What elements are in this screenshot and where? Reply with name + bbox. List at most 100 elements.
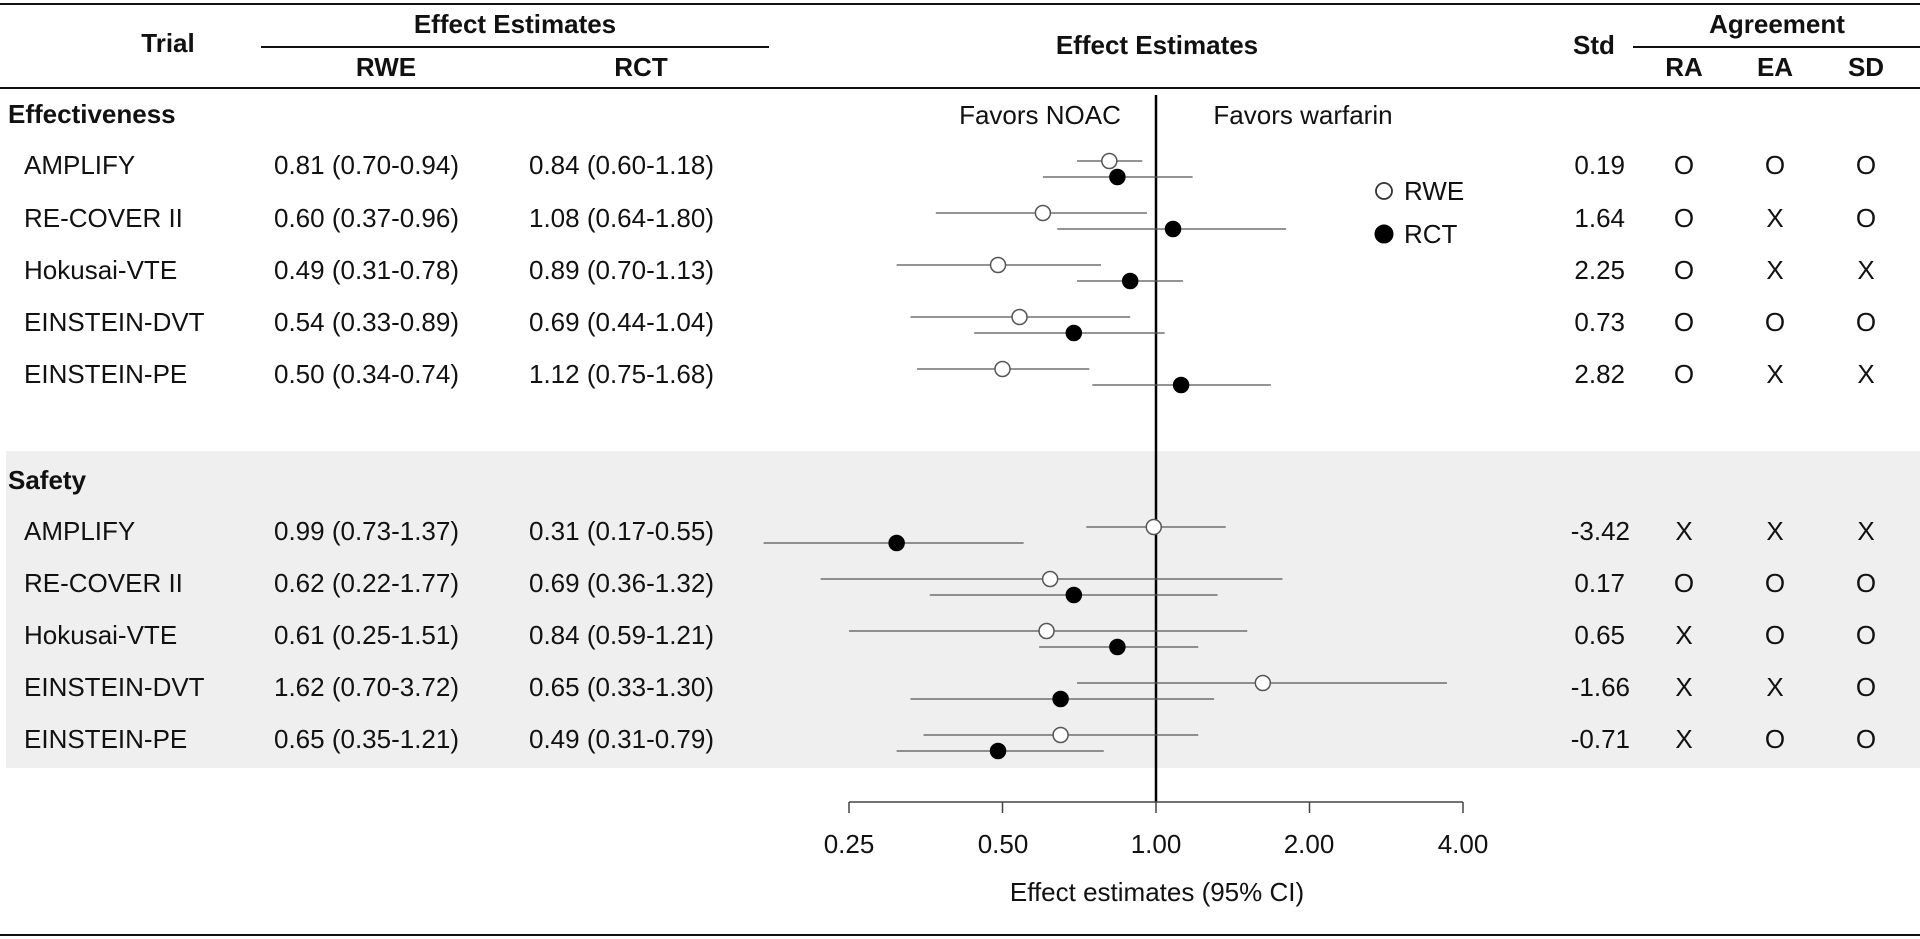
row-rwe: 0.99 (0.73-1.37) — [274, 516, 460, 546]
row-ra: O — [1673, 307, 1695, 337]
bottom-rule — [0, 934, 1920, 936]
rwe-point — [1041, 570, 1059, 588]
row-ra: O — [1673, 150, 1695, 180]
row-rwe: 0.54 (0.33-0.89) — [274, 307, 460, 337]
row-ra: X — [1675, 724, 1693, 754]
row-rct: 0.69 (0.44-1.04) — [529, 307, 715, 337]
row-ea: O — [1764, 307, 1786, 337]
row-ea: X — [1766, 516, 1784, 546]
row-sd: X — [1857, 359, 1875, 389]
x-axis-label: Effect estimates (95% CI) — [1009, 877, 1305, 907]
row-ea: O — [1764, 724, 1786, 754]
rct-point — [1052, 690, 1069, 708]
header-trial: Trial — [141, 28, 195, 58]
x-tick-label: 4.00 — [1437, 829, 1489, 859]
row-ea: X — [1766, 203, 1784, 233]
row-rct: 0.65 (0.33-1.30) — [529, 672, 715, 702]
row-rwe: 1.62 (0.70-3.72) — [274, 672, 460, 702]
row-std: 0.73 — [1574, 307, 1625, 337]
row-trial: RE-COVER II — [24, 203, 183, 233]
row-rct: 0.84 (0.60-1.18) — [529, 150, 715, 180]
x-tick-label: 0.25 — [823, 829, 875, 859]
row-std: 0.17 — [1574, 568, 1625, 598]
rct-point — [1172, 376, 1190, 394]
row-ra: X — [1675, 620, 1693, 650]
row-ra: O — [1673, 568, 1695, 598]
rwe-point — [994, 360, 1011, 378]
row-std: -0.71 — [1570, 724, 1630, 754]
x-tick-label: 0.50 — [977, 829, 1029, 859]
row-std: 2.82 — [1574, 359, 1625, 389]
header-ra: RA — [1665, 52, 1703, 82]
row-rct: 1.12 (0.75-1.68) — [529, 359, 715, 389]
row-sd: X — [1857, 255, 1875, 285]
row-trial: EINSTEIN-DVT — [24, 672, 205, 702]
row-ea: X — [1766, 672, 1784, 702]
rct-point — [1065, 586, 1083, 604]
row-std: -1.66 — [1570, 672, 1630, 702]
header-agreement: Agreement — [1709, 9, 1845, 39]
row-ra: O — [1673, 359, 1695, 389]
row-rwe: 0.62 (0.22-1.77) — [274, 568, 460, 598]
row-std: 0.65 — [1574, 620, 1625, 650]
row-rct: 0.69 (0.36-1.32) — [529, 568, 715, 598]
row-rwe: 0.61 (0.25-1.51) — [274, 620, 460, 650]
row-ea: X — [1766, 359, 1784, 389]
row-rwe: 0.49 (0.31-0.78) — [274, 255, 460, 285]
row-ea: O — [1764, 150, 1786, 180]
row-rwe: 0.50 (0.34-0.74) — [274, 359, 460, 389]
legend-rwe-marker — [1375, 182, 1393, 200]
row-sd: O — [1855, 724, 1877, 754]
row-ea: X — [1766, 255, 1784, 285]
row-sd: O — [1855, 307, 1877, 337]
rwe-point — [1034, 204, 1052, 222]
rwe-point — [1101, 152, 1118, 170]
row-ra: O — [1673, 203, 1695, 233]
rct-point — [888, 534, 905, 552]
legend-label-rct: RCT — [1404, 219, 1458, 249]
row-std: 1.64 — [1574, 203, 1625, 233]
row-trial: RE-COVER II — [24, 568, 183, 598]
rwe-point — [1038, 622, 1055, 640]
row-sd: O — [1855, 150, 1877, 180]
row-trial: EINSTEIN-PE — [24, 724, 188, 754]
legend-label-rwe: RWE — [1404, 176, 1465, 206]
rwe-point — [1145, 518, 1163, 536]
row-std: 0.19 — [1574, 150, 1625, 180]
header-std: Std — [1573, 30, 1615, 60]
rct-point — [989, 742, 1007, 760]
legend-rct-marker — [1374, 224, 1394, 244]
section-title-effectiveness: Effectiveness — [8, 99, 176, 129]
row-sd: O — [1855, 672, 1877, 702]
header-plot-title: Effect Estimates — [1055, 30, 1259, 60]
row-sd: O — [1855, 568, 1877, 598]
row-trial: Hokusai-VTE — [24, 255, 178, 285]
rwe-point — [1011, 308, 1028, 326]
agreement-underline — [1633, 46, 1920, 48]
x-tick-label: 2.00 — [1283, 829, 1335, 859]
header-rct: RCT — [614, 52, 668, 82]
row-trial: EINSTEIN-PE — [24, 359, 188, 389]
row-trial: AMPLIFY — [24, 516, 136, 546]
row-rct: 0.31 (0.17-0.55) — [529, 516, 715, 546]
row-rct: 0.49 (0.31-0.79) — [529, 724, 715, 754]
header-ea: EA — [1756, 52, 1794, 82]
favors-warfarin-label: Favors warfarin — [1213, 100, 1393, 130]
row-ea: O — [1764, 568, 1786, 598]
row-trial: EINSTEIN-DVT — [24, 307, 205, 337]
row-rct: 0.84 (0.59-1.21) — [529, 620, 715, 650]
row-rwe: 0.60 (0.37-0.96) — [274, 203, 460, 233]
row-rct: 1.08 (0.64-1.80) — [529, 203, 715, 233]
rwe-point — [1254, 674, 1272, 692]
rct-point — [1164, 220, 1182, 238]
rct-point — [1121, 272, 1139, 290]
rct-point — [1065, 324, 1083, 342]
header-sd: SD — [1847, 52, 1885, 82]
top-rule — [0, 3, 1920, 5]
row-sd: X — [1857, 516, 1875, 546]
header-effect-estimates-group: Effect Estimates — [413, 9, 617, 39]
rwe-point — [1052, 726, 1069, 744]
row-sd: O — [1855, 620, 1877, 650]
row-trial: AMPLIFY — [24, 150, 136, 180]
